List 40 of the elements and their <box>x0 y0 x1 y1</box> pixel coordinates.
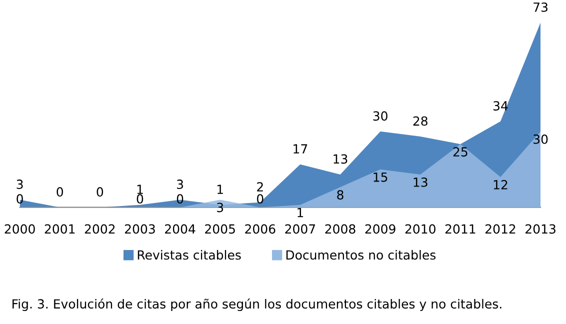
data-label: 0 <box>256 194 264 204</box>
x-tick-label: 2000 <box>4 224 35 234</box>
data-label: 1 <box>217 184 223 194</box>
data-label: 73 <box>534 2 548 12</box>
x-tick-label: 2013 <box>526 224 556 234</box>
x-tick-label: 2011 <box>445 224 476 234</box>
x-tick-label: 2008 <box>325 224 356 234</box>
x-tick-label: 2002 <box>84 224 115 234</box>
data-label: 13 <box>334 154 348 164</box>
x-tick-label: 2012 <box>485 224 516 234</box>
x-tick-label: 2001 <box>44 224 75 234</box>
x-tick-label: 2006 <box>245 224 276 234</box>
legend-label: Documentos no citables <box>286 250 436 260</box>
data-label: 13 <box>414 177 428 187</box>
x-tick-label: 2007 <box>285 224 316 234</box>
data-label: 0 <box>16 194 23 204</box>
x-tick-label: 2009 <box>365 224 396 234</box>
data-label: 3 <box>16 180 23 190</box>
data-label: 8 <box>337 190 344 200</box>
x-tick-label: 2005 <box>205 224 235 234</box>
data-label: 28 <box>413 116 428 126</box>
data-label: 1 <box>298 208 304 218</box>
legend-label: Revistas citables <box>138 250 241 260</box>
x-tick-label: 2003 <box>124 224 155 234</box>
data-label: 30 <box>373 111 388 121</box>
data-label: 1 <box>137 184 143 194</box>
data-label: 25 <box>453 147 468 157</box>
data-label: 30 <box>534 134 548 144</box>
data-label: 0 <box>96 187 104 197</box>
data-label: 3 <box>217 202 224 212</box>
data-label: 12 <box>494 180 508 190</box>
x-tick-label: 2004 <box>165 224 196 234</box>
data-label: 2 <box>257 182 263 192</box>
data-label: 15 <box>374 172 388 182</box>
data-label: 0 <box>56 187 64 197</box>
x-tick-label: 2010 <box>405 224 436 234</box>
data-label: 0 <box>136 194 144 204</box>
data-label: 3 <box>177 180 184 190</box>
data-label: 17 <box>294 144 308 154</box>
caption: Fig. 3. Evolución de citas por año según los documentos citables y no citables. <box>12 298 502 312</box>
